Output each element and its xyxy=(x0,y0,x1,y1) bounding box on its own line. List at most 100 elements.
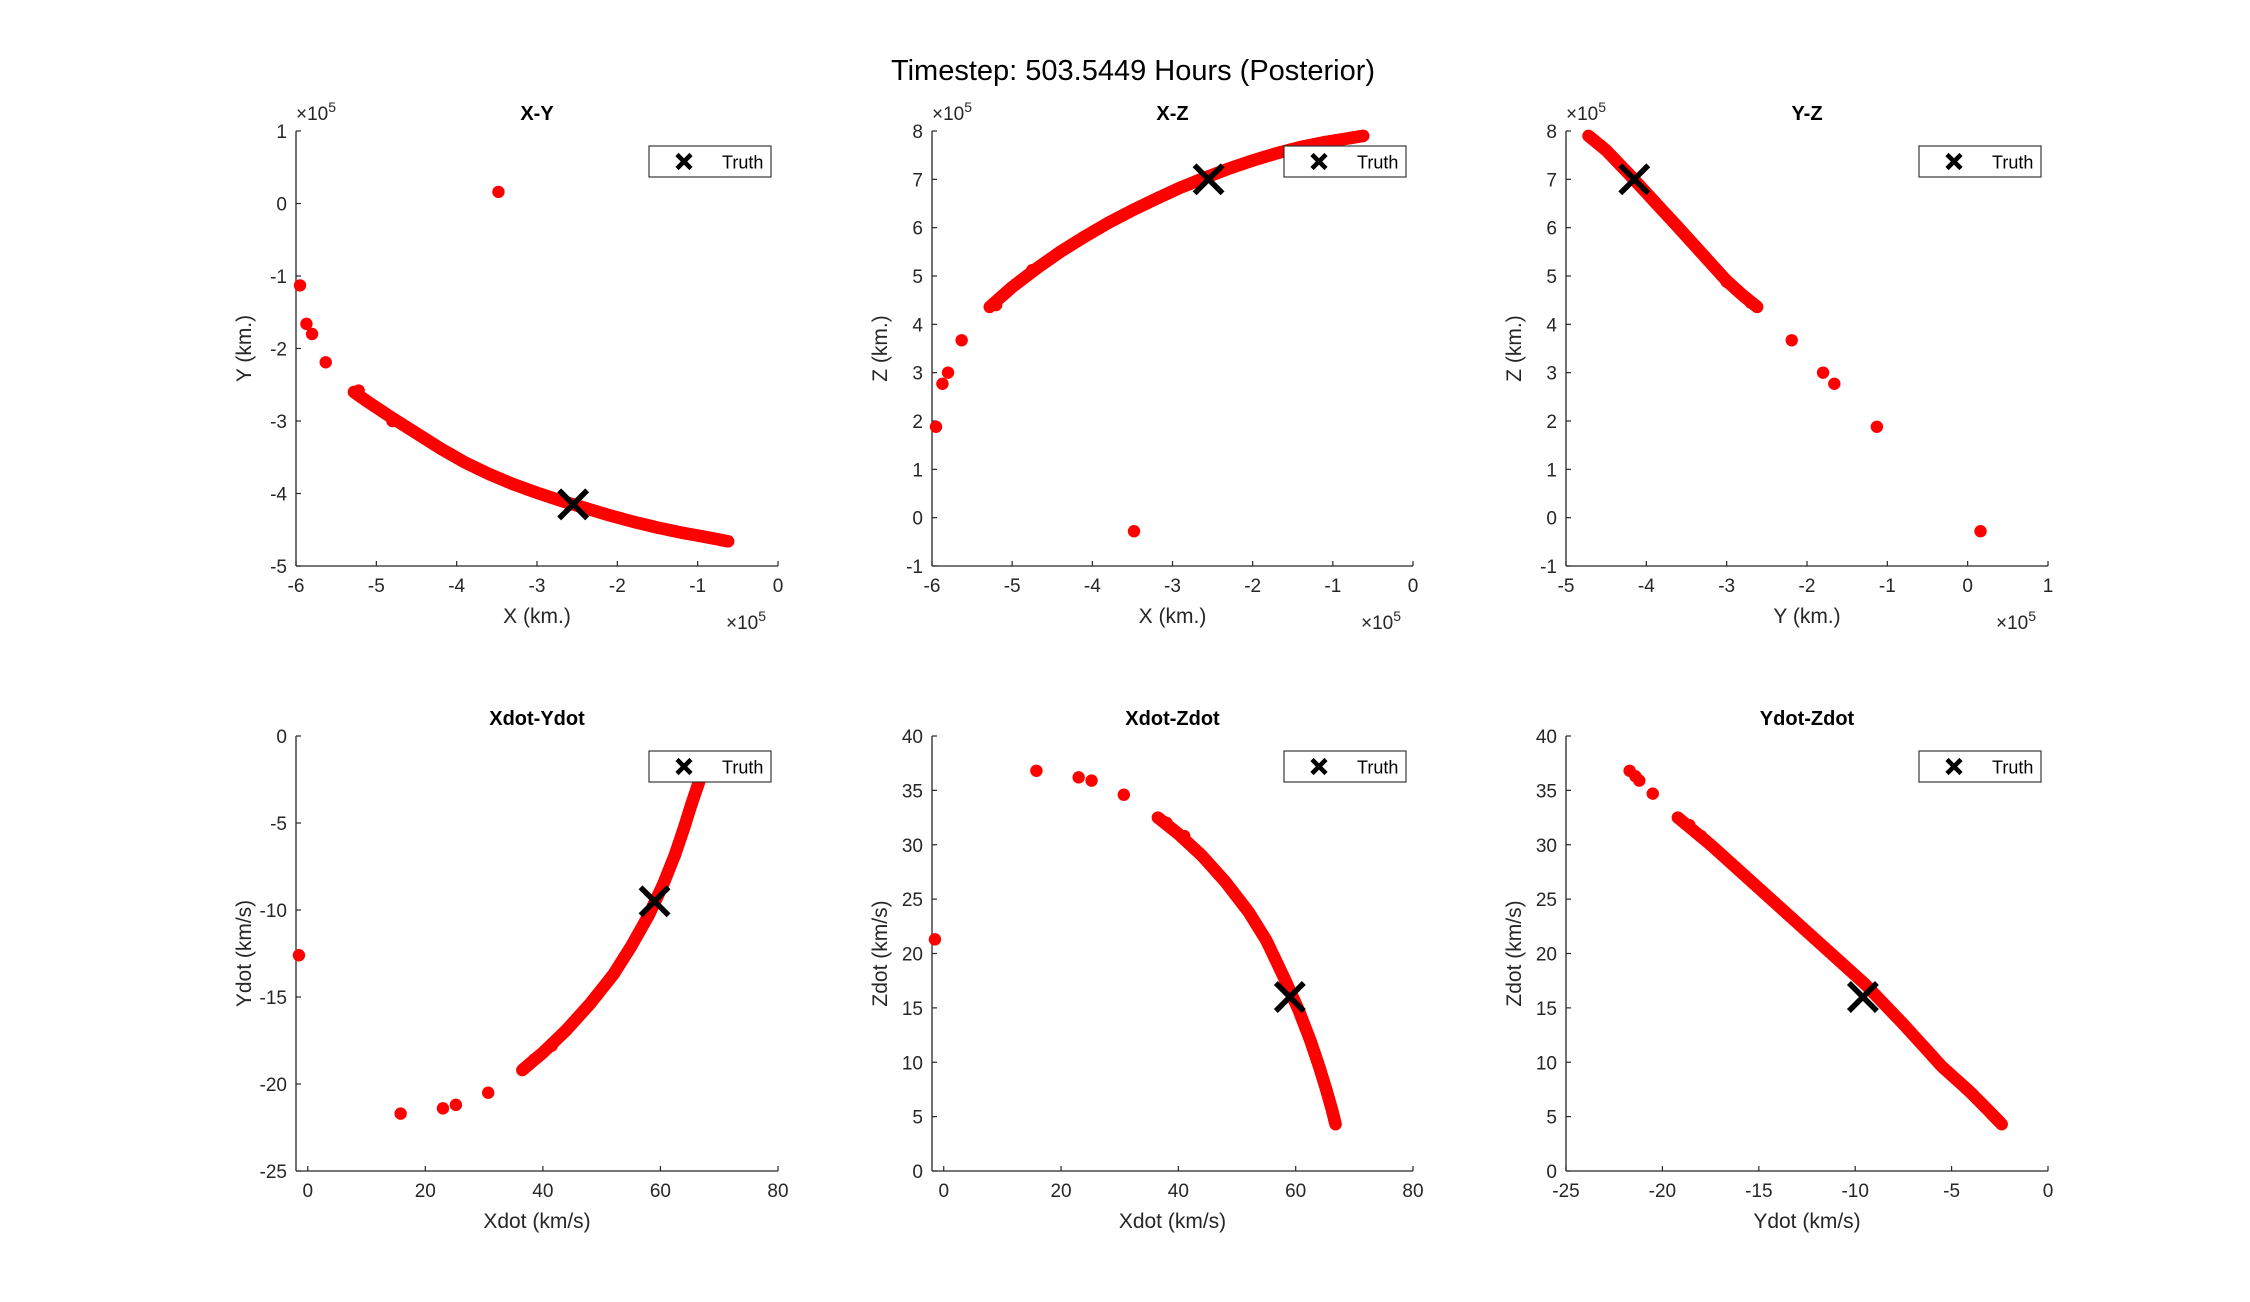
x-tick-label: -3 xyxy=(1718,576,1735,597)
legend: Truth xyxy=(1918,750,2042,783)
truth-stroke-b xyxy=(557,488,590,521)
x-tick-label: -1 xyxy=(689,576,706,597)
x-axis-label: Y (km.) xyxy=(1773,605,1840,628)
outlier-point xyxy=(1816,366,1830,379)
outlier-point xyxy=(1785,334,1798,347)
x-tick-label: -5 xyxy=(1558,576,1575,597)
x-tick-label: 0 xyxy=(1962,576,1973,597)
y-tick-label: 0 xyxy=(1546,509,1557,530)
outlier-point xyxy=(293,279,307,292)
x-tick-label: -4 xyxy=(448,576,465,597)
outlier-point xyxy=(1030,764,1043,777)
subplot-title: X-Y xyxy=(520,103,554,125)
y-tick-label: -1 xyxy=(1540,557,1557,578)
x-tick-label: -6 xyxy=(924,576,941,597)
y-axis-label: Ydot (km/s) xyxy=(233,900,256,1007)
x-tick-label: -15 xyxy=(1745,1181,1772,1202)
outlier-point xyxy=(1870,420,1884,433)
legend-box xyxy=(1283,750,1407,783)
y-axis-label: Zdot (km/s) xyxy=(1503,900,1526,1006)
particle-point xyxy=(1329,1118,1342,1131)
y-tick-label: 5 xyxy=(1546,267,1557,288)
y-tick-label: 5 xyxy=(912,1108,923,1129)
outlier-point xyxy=(928,933,942,946)
legend-label: Truth xyxy=(1357,758,1398,778)
particle-point xyxy=(1683,818,1696,832)
y-tick-label: -5 xyxy=(270,557,287,578)
legend: Truth xyxy=(1283,750,1407,783)
x-tick-label: 0 xyxy=(1408,576,1419,597)
x-tick-label: -6 xyxy=(288,576,305,597)
outlier-point xyxy=(436,1102,450,1115)
exponent-base: ×10 xyxy=(1996,613,2028,634)
particle-point xyxy=(1720,275,1733,288)
legend: Truth xyxy=(1283,145,1407,178)
y-tick-label: 35 xyxy=(1536,781,1557,802)
x-axis-label: X (km.) xyxy=(1139,605,1207,628)
x-tick-label: 0 xyxy=(773,576,784,597)
particle-cloud xyxy=(1623,764,2008,1131)
x-tick-label: -2 xyxy=(1244,576,1261,597)
outlier-point xyxy=(929,420,943,433)
legend-truth-marker xyxy=(675,152,693,171)
exponent-power: 5 xyxy=(964,99,972,115)
outlier-point xyxy=(1828,377,1841,390)
particle-point xyxy=(1357,129,1370,143)
legend: Truth xyxy=(648,145,772,178)
x-axis-label: Xdot (km/s) xyxy=(1119,1210,1226,1233)
y-axis-label: Y (km.) xyxy=(233,315,256,382)
legend: Truth xyxy=(648,750,772,783)
particle-point xyxy=(1694,829,1708,843)
y-tick-label: 20 xyxy=(902,945,923,966)
legend-label: Truth xyxy=(1992,758,2033,778)
x-tick-label: 40 xyxy=(532,1181,553,1202)
y-tick-label: 2 xyxy=(1546,412,1557,433)
legend-truth-marker xyxy=(1945,152,1963,171)
x-tick-label: -10 xyxy=(1841,1181,1868,1202)
particle-point xyxy=(527,1053,541,1066)
particle-point xyxy=(352,384,365,397)
outlier-point xyxy=(319,356,332,369)
x-tick-label: 80 xyxy=(767,1181,788,1202)
legend-box xyxy=(1283,145,1407,178)
y-tick-label: 40 xyxy=(902,727,923,748)
truth-marker xyxy=(1618,163,1651,196)
figure-title: Timestep: 503.5449 Hours (Posterior) xyxy=(891,55,1375,87)
y-tick-label: 4 xyxy=(912,315,923,336)
y-tick-label: 25 xyxy=(902,890,923,911)
y-tick-label: -4 xyxy=(270,485,287,506)
truth-stroke-b xyxy=(1945,757,1963,776)
outlier-point xyxy=(482,1086,495,1099)
x-tick-label: -4 xyxy=(1084,576,1101,597)
outlier-point xyxy=(1117,788,1131,801)
truth-stroke-b xyxy=(1618,163,1651,196)
y-tick-label: 15 xyxy=(1536,999,1557,1020)
outlier-point xyxy=(1633,774,1646,787)
y-tick-label: -25 xyxy=(260,1162,287,1183)
outlier-point xyxy=(941,366,955,379)
x-exponent-label: ×105 xyxy=(1996,608,2036,634)
exponent-base: ×10 xyxy=(1566,104,1598,125)
legend-label: Truth xyxy=(722,758,763,778)
y-tick-label: 5 xyxy=(912,267,923,288)
outlier-point xyxy=(1127,525,1141,538)
x-tick-label: -25 xyxy=(1552,1181,1579,1202)
x-tick-label: -20 xyxy=(1649,1181,1676,1202)
particle-cloud xyxy=(293,185,735,548)
y-tick-label: 5 xyxy=(1546,1108,1557,1129)
y-tick-label: 8 xyxy=(912,122,923,143)
legend-label: Truth xyxy=(1357,153,1398,173)
truth-stroke-b xyxy=(1310,757,1328,776)
x-tick-label: -4 xyxy=(1638,576,1655,597)
y-tick-label: 40 xyxy=(1536,727,1557,748)
y-tick-label: 0 xyxy=(912,1162,923,1183)
truth-stroke-b xyxy=(1192,163,1225,196)
outlier-point xyxy=(955,334,968,347)
x-tick-label: 0 xyxy=(938,1181,949,1202)
y-tick-label: -20 xyxy=(260,1075,287,1096)
y-tick-label: -1 xyxy=(270,267,287,288)
x-axis-label: Ydot (km/s) xyxy=(1753,1210,1860,1233)
legend-box xyxy=(648,750,772,783)
x-axis-label: X (km.) xyxy=(503,605,571,628)
y-tick-label: 1 xyxy=(276,122,287,143)
